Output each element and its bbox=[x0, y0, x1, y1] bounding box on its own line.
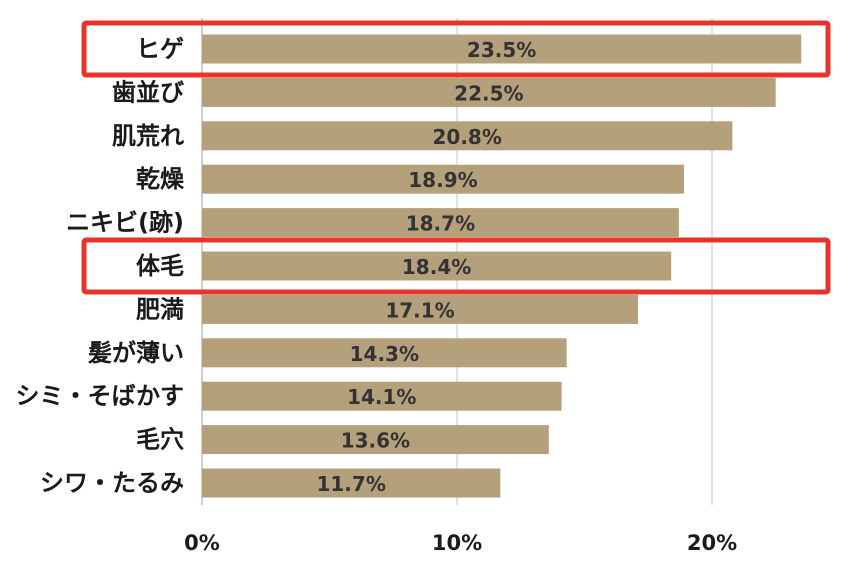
value-label-layer: 23.5% 22.5% 20.8% 18.9% 18.7% 18.4% 17.1% 14.3%… bbox=[316, 38, 536, 496]
highlight-layer bbox=[81, 20, 831, 295]
bar bbox=[202, 164, 684, 194]
category-label: ヒゲ bbox=[136, 35, 184, 63]
bar bbox=[202, 294, 639, 324]
bar bbox=[202, 77, 776, 107]
highlight-box bbox=[81, 237, 831, 295]
x-tick-label: 20% bbox=[687, 531, 737, 555]
value-label: 14.1% bbox=[347, 385, 416, 409]
category-label: シワ・たるみ bbox=[40, 469, 184, 497]
value-label: 20.8% bbox=[433, 125, 502, 149]
value-label: 18.4% bbox=[402, 255, 471, 279]
category-label: シミ・そばかす bbox=[16, 382, 184, 410]
x-tick-label: 10% bbox=[432, 531, 482, 555]
bar bbox=[202, 121, 733, 151]
category-label: 歯並び bbox=[112, 78, 184, 106]
category-label: ニキビ(跡) bbox=[66, 209, 184, 237]
value-label: 17.1% bbox=[385, 298, 454, 322]
category-label: 髪が薄い bbox=[87, 339, 184, 367]
bar bbox=[202, 338, 567, 368]
bar bbox=[202, 34, 802, 64]
category-label: 体毛 bbox=[136, 252, 184, 280]
bar bbox=[202, 208, 679, 238]
value-label: 14.3% bbox=[350, 342, 419, 366]
value-label: 18.9% bbox=[408, 168, 477, 192]
value-label: 22.5% bbox=[454, 81, 523, 105]
highlight-box bbox=[81, 20, 831, 78]
bar bbox=[202, 425, 549, 455]
bar bbox=[202, 381, 562, 411]
bar bbox=[202, 468, 501, 498]
category-label: 肌荒れ bbox=[112, 122, 184, 150]
x-tick-layer: 0% 10% 20% bbox=[184, 531, 737, 555]
value-label: 23.5% bbox=[467, 38, 536, 62]
value-label: 13.6% bbox=[341, 429, 410, 453]
value-label: 18.7% bbox=[406, 212, 475, 236]
bar-layer bbox=[202, 34, 802, 498]
value-label: 11.7% bbox=[316, 472, 385, 496]
category-label: 毛穴 bbox=[136, 426, 184, 454]
category-label: 乾燥 bbox=[136, 165, 185, 193]
bar bbox=[202, 251, 672, 281]
x-tick-label: 0% bbox=[184, 531, 220, 555]
category-label: 肥満 bbox=[136, 295, 184, 323]
